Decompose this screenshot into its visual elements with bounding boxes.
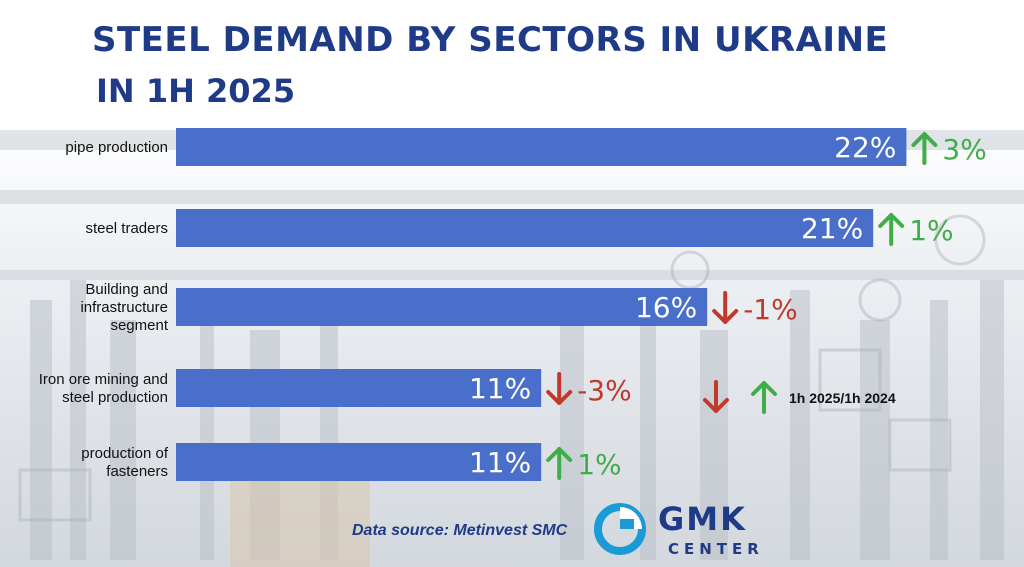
category-label-5: production of fasteners bbox=[81, 445, 169, 480]
down-arrow-icon bbox=[712, 291, 739, 324]
change-label-5: 1% bbox=[577, 448, 621, 481]
gmk-logo-icon bbox=[594, 503, 646, 555]
up-arrow-icon bbox=[546, 447, 573, 480]
change-label-4: -3% bbox=[577, 374, 632, 407]
legend-label: 1h 2025/1h 2024 bbox=[789, 390, 896, 406]
up-arrow-icon bbox=[911, 132, 938, 165]
bar-1 bbox=[176, 128, 907, 166]
value-label-4: 11% bbox=[469, 372, 531, 405]
value-label-5: 11% bbox=[469, 446, 531, 479]
value-label-1: 22% bbox=[834, 131, 896, 164]
bar-2 bbox=[176, 209, 874, 247]
bar-3 bbox=[176, 288, 708, 326]
value-label-3: 16% bbox=[635, 291, 697, 324]
category-label-3: Building and infrastructure segment bbox=[80, 281, 168, 334]
logo-subtext: CENTER bbox=[668, 540, 764, 558]
logo-wordmark: GMK bbox=[658, 500, 747, 538]
up-arrow-icon bbox=[878, 213, 905, 246]
down-arrow-icon bbox=[546, 372, 573, 405]
change-label-1: 3% bbox=[942, 133, 986, 166]
legend-up-arrow-icon bbox=[751, 381, 777, 414]
bar-4 bbox=[176, 369, 542, 407]
change-label-2: 1% bbox=[909, 214, 953, 247]
category-label-2: steel traders bbox=[85, 220, 168, 237]
data-source-text: Data source: Metinvest SMC bbox=[352, 522, 568, 539]
value-label-2: 21% bbox=[801, 212, 863, 245]
legend-down-arrow-icon bbox=[703, 380, 729, 413]
change-label-3: -1% bbox=[743, 293, 798, 326]
bar-5 bbox=[176, 443, 542, 481]
category-label-4: Iron ore mining and steel production bbox=[39, 371, 168, 406]
chart-subtitle: IN 1H 2025 bbox=[96, 72, 296, 110]
category-label-1: pipe production bbox=[65, 139, 168, 156]
chart-title: STEEL DEMAND BY SECTORS IN UKRAINE bbox=[92, 20, 889, 60]
